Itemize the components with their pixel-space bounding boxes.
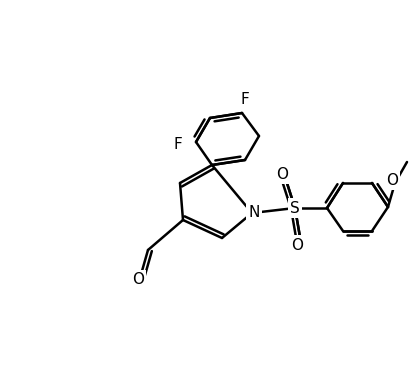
Text: O: O [386,172,398,187]
Text: S: S [290,201,300,216]
Text: O: O [291,238,303,253]
Text: O: O [276,166,288,181]
Text: F: F [240,92,249,107]
Text: O: O [132,273,144,288]
Text: F: F [173,137,182,152]
Text: N: N [248,204,260,219]
